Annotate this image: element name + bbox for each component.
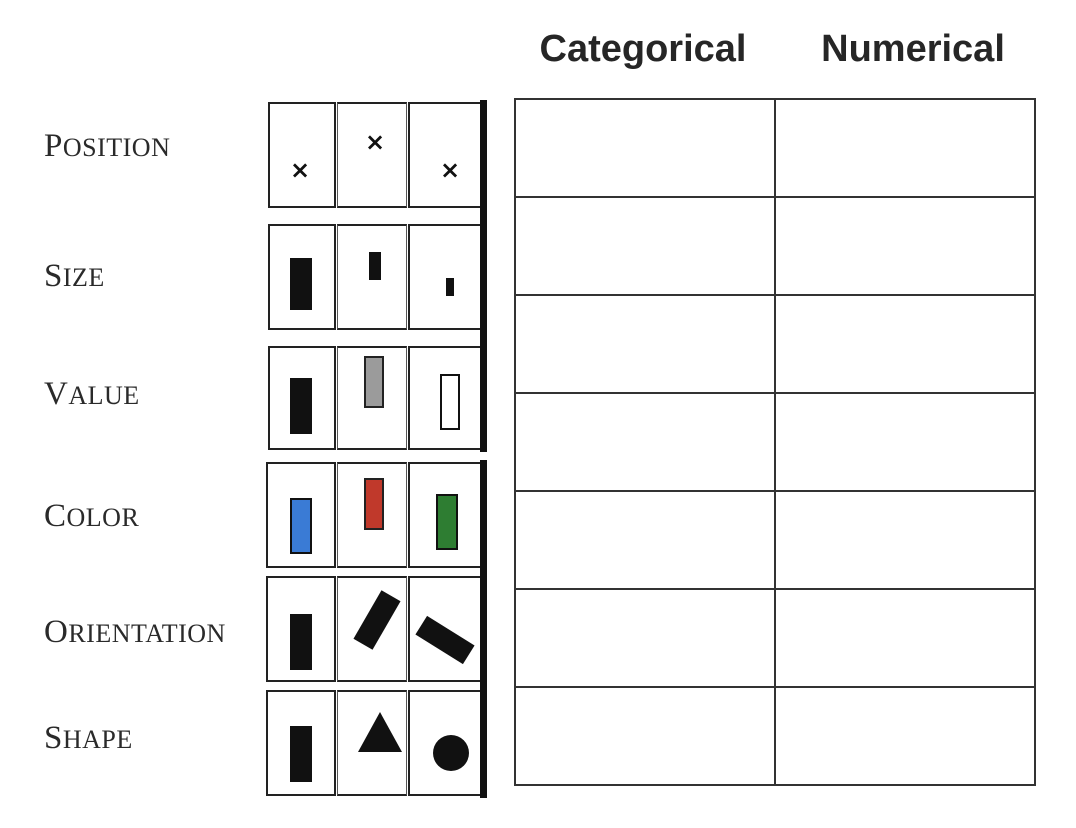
color-blue-rectangle-icon — [290, 498, 312, 554]
position-x-mark-high-icon: × — [365, 128, 386, 156]
label-size-rest: IZE — [62, 263, 105, 292]
label-size-initial: S — [44, 258, 63, 294]
label-position-rest: OSITION — [62, 133, 171, 162]
categorical-answer-cell[interactable] — [514, 588, 776, 688]
numerical-answer-cell[interactable] — [774, 392, 1036, 492]
label-color: COLOR — [44, 498, 139, 535]
categorical-answer-cell[interactable] — [514, 196, 776, 296]
table-row — [514, 294, 1036, 394]
shape-rectangle-icon — [290, 726, 312, 782]
label-shape-rest: HAPE — [62, 725, 133, 754]
table-row — [514, 196, 1036, 296]
color-green-rectangle-icon — [436, 494, 458, 550]
numerical-answer-cell[interactable] — [774, 686, 1036, 786]
numerical-answer-cell[interactable] — [774, 588, 1036, 688]
label-position: POSITION — [44, 128, 170, 165]
label-value-initial: V — [44, 376, 69, 412]
color-red-rectangle-icon — [364, 478, 384, 530]
shape-triangle-icon — [358, 712, 402, 752]
label-color-rest: OLOR — [66, 503, 140, 532]
size-large-rectangle-icon — [290, 258, 312, 310]
group-2-edge — [480, 460, 487, 798]
answer-table — [514, 98, 1036, 786]
table-row — [514, 392, 1036, 492]
label-position-initial: P — [44, 128, 63, 164]
shape-circle-icon — [433, 735, 469, 771]
position-cell-3 — [408, 102, 480, 208]
value-white-rectangle-icon — [440, 374, 460, 430]
label-shape-initial: S — [44, 720, 63, 756]
categorical-answer-cell[interactable] — [514, 98, 776, 198]
table-row — [514, 490, 1036, 590]
position-cell-2 — [337, 102, 407, 208]
numerical-answer-cell[interactable] — [774, 98, 1036, 198]
value-gray-rectangle-icon — [364, 356, 384, 408]
orientation-vertical-rectangle-icon — [290, 614, 312, 670]
label-size: SIZE — [44, 258, 105, 295]
label-orientation: ORIENTATION — [44, 614, 226, 651]
label-color-initial: C — [44, 498, 67, 534]
numerical-answer-cell[interactable] — [774, 294, 1036, 394]
numerical-answer-cell[interactable] — [774, 196, 1036, 296]
categorical-answer-cell[interactable] — [514, 490, 776, 590]
categorical-answer-cell[interactable] — [514, 294, 776, 394]
table-row — [514, 98, 1036, 198]
label-value-rest: ALUE — [68, 381, 140, 410]
header-numerical: Numerical — [821, 28, 1005, 70]
categorical-answer-cell[interactable] — [514, 686, 776, 786]
table-row — [514, 588, 1036, 688]
label-shape: SHAPE — [44, 720, 133, 757]
label-value: VALUE — [44, 376, 140, 413]
value-dark-rectangle-icon — [290, 378, 312, 434]
group-1-edge — [480, 100, 487, 452]
numerical-answer-cell[interactable] — [774, 490, 1036, 590]
position-cell-1 — [268, 102, 336, 208]
label-orientation-initial: O — [44, 614, 69, 650]
size-medium-rectangle-icon — [369, 252, 381, 280]
size-small-rectangle-icon — [446, 278, 454, 296]
position-x-mark-low-icon: × — [290, 156, 311, 184]
table-row — [514, 686, 1036, 786]
orientation-cell-2 — [337, 576, 407, 682]
position-x-mark-mid-icon: × — [440, 156, 461, 184]
label-orientation-rest: RIENTATION — [68, 619, 226, 648]
header-categorical: Categorical — [539, 28, 747, 70]
categorical-answer-cell[interactable] — [514, 392, 776, 492]
size-cell-3 — [408, 224, 480, 330]
